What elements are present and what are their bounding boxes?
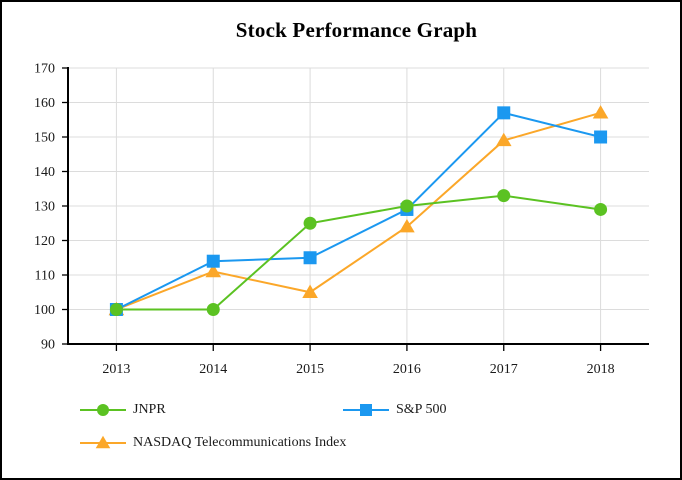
data-point-jnpr-2013 bbox=[109, 303, 123, 316]
legend-marker-nasdaq-telecommunications-index bbox=[95, 435, 111, 449]
data-point-nasdaq-telecommunications-index-2014 bbox=[205, 263, 222, 278]
legend-marker-s-p-500 bbox=[360, 404, 372, 416]
data-point-s-p-500-2015 bbox=[303, 251, 317, 265]
data-point-s-p-500-2018 bbox=[594, 130, 608, 144]
y-tick-label: 90 bbox=[41, 338, 55, 353]
data-point-nasdaq-telecommunications-index-2017 bbox=[495, 132, 512, 147]
legend-marker-jnpr bbox=[97, 404, 109, 416]
series-jnpr bbox=[109, 189, 608, 316]
data-point-nasdaq-telecommunications-index-2018 bbox=[592, 105, 609, 119]
x-tick-label: 2017 bbox=[490, 362, 518, 377]
legend-label-sp500: S&P 500 bbox=[396, 402, 447, 417]
data-point-s-p-500-2017 bbox=[497, 106, 511, 120]
data-point-jnpr-2015 bbox=[303, 216, 317, 230]
nasdaq-telecom-line-marker-icon bbox=[80, 435, 126, 449]
x-tick-label: 2014 bbox=[199, 362, 227, 377]
x-tick-label: 2015 bbox=[296, 362, 324, 377]
data-point-jnpr-2017 bbox=[497, 189, 511, 203]
series-line-jnpr bbox=[116, 194, 601, 311]
x-tick-label: 2018 bbox=[587, 362, 615, 377]
legend-label-nasdaq-telecom: NASDAQ Telecommunications Index bbox=[133, 435, 347, 450]
y-tick-label: 160 bbox=[34, 96, 55, 111]
data-point-jnpr-2014 bbox=[206, 303, 220, 316]
legend-item-nasdaq-telecom: NASDAQ Telecommunications Index bbox=[80, 435, 346, 451]
y-tick-label: 100 bbox=[34, 303, 55, 318]
y-tick-label: 170 bbox=[34, 62, 55, 77]
series-line-nasdaq-telecommunications-index bbox=[116, 111, 601, 311]
sp500-line-marker-icon bbox=[343, 404, 389, 416]
y-tick-label: 130 bbox=[34, 200, 55, 215]
data-point-s-p-500-2014 bbox=[206, 254, 220, 268]
y-tick-label: 120 bbox=[34, 234, 55, 249]
y-tick-label: 110 bbox=[35, 269, 55, 284]
series-s-p-500 bbox=[109, 106, 608, 316]
data-point-nasdaq-telecommunications-index-2016 bbox=[399, 219, 415, 233]
y-tick-label: 140 bbox=[34, 165, 55, 180]
y-tick-label: 150 bbox=[34, 131, 55, 146]
legend-item-sp500: S&P 500 bbox=[343, 402, 446, 418]
legend-label-jnpr: JNPR bbox=[133, 402, 166, 417]
legend-item-jnpr: JNPR bbox=[80, 402, 166, 418]
x-tick-label: 2013 bbox=[102, 362, 130, 377]
chart-title: Stock Performance Graph bbox=[235, 18, 478, 42]
data-point-nasdaq-telecommunications-index-2015 bbox=[302, 284, 318, 298]
jnpr-line-marker-icon bbox=[80, 404, 126, 416]
series-line-s-p-500 bbox=[115, 111, 601, 311]
data-point-jnpr-2016 bbox=[400, 199, 414, 213]
x-tick-label: 2016 bbox=[393, 362, 421, 377]
data-point-jnpr-2018 bbox=[594, 202, 608, 216]
